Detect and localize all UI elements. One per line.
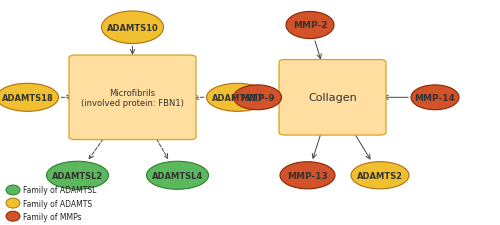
Text: MMP-9: MMP-9 (240, 93, 275, 102)
Text: MMP-2: MMP-2 (293, 21, 327, 30)
Text: ADAMTSL2: ADAMTSL2 (52, 171, 103, 180)
Text: ADAMTS17: ADAMTS17 (212, 93, 264, 102)
Ellipse shape (6, 185, 20, 195)
Text: Collagen: Collagen (308, 93, 357, 103)
Ellipse shape (102, 12, 164, 44)
Ellipse shape (234, 86, 281, 110)
Ellipse shape (286, 12, 334, 39)
FancyBboxPatch shape (69, 56, 196, 140)
Text: Family of ADAMTS: Family of ADAMTS (23, 199, 92, 208)
Ellipse shape (280, 162, 335, 189)
Ellipse shape (0, 84, 58, 112)
Text: ADAMTS10: ADAMTS10 (106, 24, 158, 33)
Ellipse shape (46, 162, 108, 189)
Ellipse shape (146, 162, 208, 189)
Ellipse shape (411, 86, 459, 110)
Text: Family of ADAMTSL: Family of ADAMTSL (23, 186, 97, 195)
Text: ADAMTSL4: ADAMTSL4 (152, 171, 203, 180)
Ellipse shape (6, 198, 20, 208)
Text: MMP-14: MMP-14 (414, 93, 456, 102)
Text: MMP-13: MMP-13 (287, 171, 328, 180)
Ellipse shape (206, 84, 268, 112)
Ellipse shape (6, 211, 20, 221)
Text: Family of MMPs: Family of MMPs (23, 212, 82, 221)
Text: ADAMTS18: ADAMTS18 (2, 93, 54, 102)
FancyBboxPatch shape (279, 60, 386, 135)
Text: Microfibrils
(involved protein: FBN1): Microfibrils (involved protein: FBN1) (81, 88, 184, 108)
Text: ADAMTS2: ADAMTS2 (357, 171, 403, 180)
Ellipse shape (351, 162, 409, 189)
